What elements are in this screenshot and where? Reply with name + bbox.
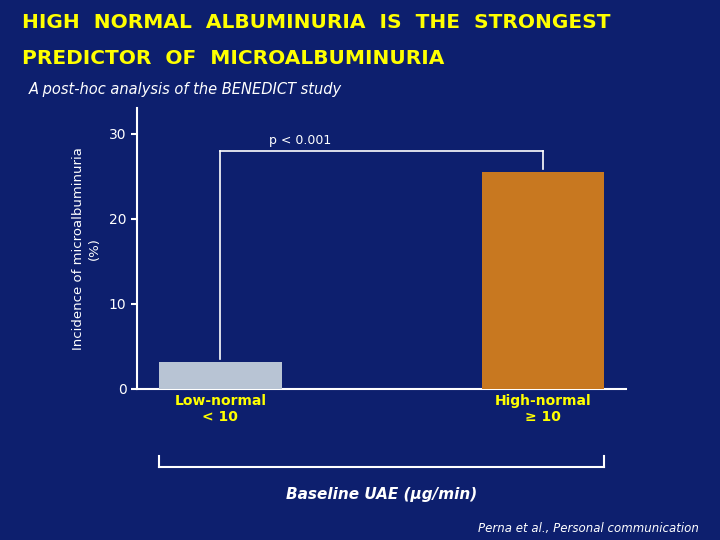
Text: A post-hoc analysis of the BENEDICT study: A post-hoc analysis of the BENEDICT stud…	[29, 82, 342, 97]
Bar	[159, 362, 282, 389]
Text: Perna et al., Personal communication: Perna et al., Personal communication	[477, 522, 698, 535]
Bar	[482, 172, 604, 389]
Text: p < 0.001: p < 0.001	[269, 134, 331, 147]
Y-axis label: Incidence of microalbuminuria
(%): Incidence of microalbuminuria (%)	[73, 147, 100, 350]
Text: PREDICTOR  OF  MICROALBUMINURIA: PREDICTOR OF MICROALBUMINURIA	[22, 49, 444, 68]
Text: HIGH  NORMAL  ALBUMINURIA  IS  THE  STRONGEST: HIGH NORMAL ALBUMINURIA IS THE STRONGEST	[22, 14, 610, 32]
Text: Baseline UAE (μg/min): Baseline UAE (μg/min)	[286, 487, 477, 502]
